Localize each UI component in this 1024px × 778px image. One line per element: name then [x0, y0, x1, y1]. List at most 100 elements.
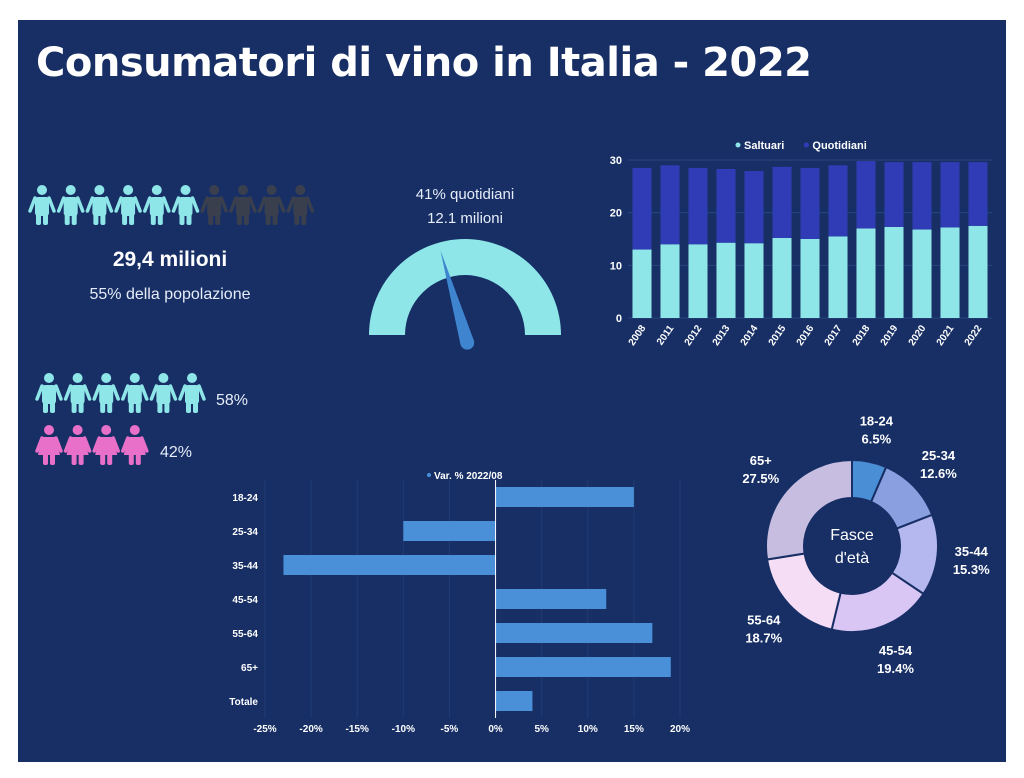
- bar-segment: [828, 165, 848, 237]
- donut-slice: [765, 458, 853, 561]
- bar-segment: [968, 225, 988, 318]
- bar-segment: [968, 162, 988, 226]
- female-percentage: 42%: [160, 444, 193, 461]
- y-tick-label: 55-64: [232, 629, 258, 640]
- donut-center-label: Fasce: [830, 527, 874, 544]
- gauge-arc: [369, 239, 561, 335]
- donut-center-label: d'età: [835, 550, 869, 567]
- male-icon: [92, 373, 120, 413]
- slice-value: 19.4%: [877, 661, 914, 676]
- bar-segment: [688, 167, 708, 245]
- person-icon: [143, 185, 171, 225]
- bar-segment: [660, 244, 680, 318]
- bar-segment: [912, 229, 932, 318]
- x-tick-label: -15%: [346, 724, 369, 735]
- slice-label: 35-44: [955, 544, 989, 559]
- legend-marker: [427, 473, 431, 477]
- y-tick-label: 10: [610, 260, 622, 272]
- bar-segment: [632, 249, 652, 318]
- bar-segment: [800, 167, 820, 239]
- x-tick-label: -10%: [392, 724, 415, 735]
- y-tick-label: 0: [616, 313, 622, 325]
- slice-label: 45-54: [879, 643, 913, 658]
- x-tick-label: 20%: [670, 724, 690, 735]
- bar-segment: [912, 162, 932, 230]
- male-icon: [178, 373, 206, 413]
- slice-label: 65+: [750, 453, 772, 468]
- bar-segment: [828, 236, 848, 318]
- bar-segment: [716, 242, 736, 318]
- bar-segment: [660, 165, 680, 245]
- x-tick-label: 5%: [534, 724, 549, 735]
- x-tick-label: -20%: [299, 724, 322, 735]
- x-tick-label: 0%: [488, 724, 503, 735]
- gauge-needle-hub: [460, 335, 475, 350]
- person-icon: [229, 185, 257, 225]
- person-icon: [114, 185, 142, 225]
- bar-segment: [632, 167, 652, 250]
- bar-segment: [744, 171, 764, 244]
- female-icon: [121, 425, 149, 465]
- person-icon: [200, 185, 228, 225]
- page-title: Consumatori di vino in Italia - 2022: [36, 40, 812, 86]
- slice-label: 25-34: [922, 448, 956, 463]
- bar-segment: [744, 243, 764, 318]
- x-tick-label: 10%: [578, 724, 598, 735]
- bar: [495, 623, 653, 643]
- bar: [495, 589, 607, 609]
- bar-segment: [772, 237, 792, 318]
- person-icon: [28, 185, 56, 225]
- bar-segment: [716, 168, 736, 243]
- legend-label: Var. % 2022/08: [434, 471, 503, 482]
- male-icon: [63, 373, 92, 413]
- male-icon: [121, 373, 149, 413]
- person-icon: [257, 185, 286, 225]
- bar: [495, 487, 634, 507]
- slice-value: 12.6%: [920, 466, 957, 481]
- bar-segment: [772, 166, 792, 238]
- female-icon: [35, 425, 63, 465]
- slice-value: 6.5%: [862, 431, 892, 446]
- gauge-label-share: 41% quotidiani: [415, 186, 515, 203]
- gauge-label-millions: 12.1 milioni: [427, 210, 503, 227]
- y-tick-label: Totale: [229, 697, 258, 708]
- y-tick-label: 18-24: [232, 493, 258, 504]
- male-icon: [35, 373, 63, 413]
- bar: [495, 691, 533, 711]
- y-tick-label: 65+: [241, 663, 258, 674]
- y-tick-label: 25-34: [232, 527, 258, 538]
- female-icon: [92, 425, 120, 465]
- x-tick-label: 15%: [624, 724, 644, 735]
- slice-value: 18.7%: [745, 630, 782, 645]
- bar-segment: [884, 162, 904, 227]
- bar-segment: [884, 226, 904, 318]
- y-tick-label: 35-44: [232, 561, 258, 572]
- x-tick-label: -5%: [441, 724, 459, 735]
- slice-value: 15.3%: [953, 562, 990, 577]
- gauge-needle: [440, 250, 474, 345]
- bar: [403, 521, 496, 541]
- bar-segment: [800, 239, 820, 318]
- bar-segment: [688, 244, 708, 318]
- y-tick-label: 45-54: [232, 595, 258, 606]
- bar-segment: [856, 161, 876, 229]
- population-share-label: 55% della popolazione: [89, 286, 251, 303]
- bar: [283, 555, 496, 575]
- population-headline: 29,4 milioni: [112, 248, 228, 271]
- legend-label: Saltuari: [744, 140, 784, 152]
- person-icon: [56, 185, 85, 225]
- slice-label: 55-64: [747, 612, 781, 627]
- bar-segment: [940, 227, 960, 318]
- slice-label: 18-24: [860, 413, 894, 428]
- person-icon: [85, 185, 114, 225]
- y-tick-label: 20: [610, 208, 622, 220]
- legend-marker: [803, 142, 809, 148]
- male-icon: [149, 373, 178, 413]
- bar-segment: [856, 228, 876, 318]
- legend-label: Quotidiani: [812, 140, 866, 152]
